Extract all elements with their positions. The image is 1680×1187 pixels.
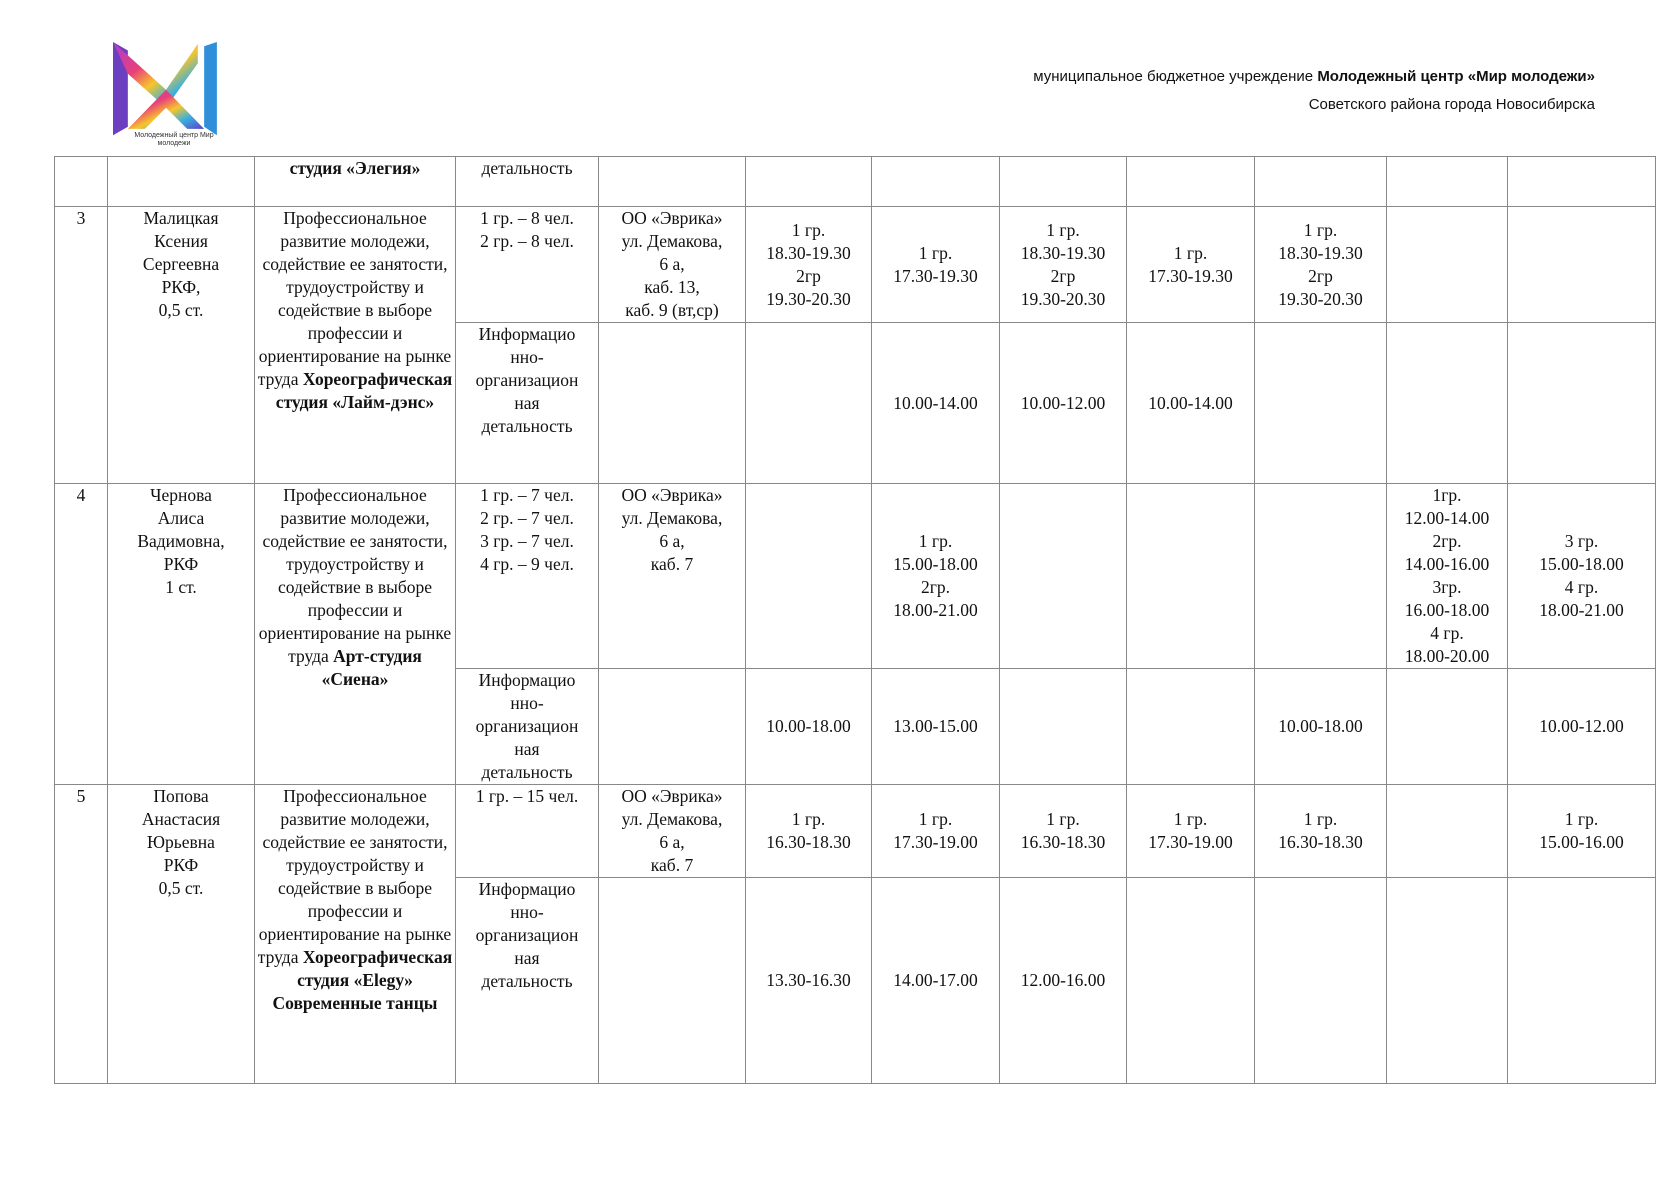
location-cell: [598, 877, 746, 1084]
table-row: 3 Малицкая Ксения Сергеевна РКФ, 0,5 ст. П…: [54, 206, 1656, 484]
time-cell: [1507, 322, 1656, 484]
cell: [999, 156, 1127, 207]
activity-cell: Информацио нно- организацион ная детальн…: [455, 877, 599, 1084]
cell: [745, 156, 872, 207]
row-number: 3: [54, 206, 108, 484]
time-cell: 1гр. 12.00-14.00 2гр. 14.00-16.00 3гр. 1…: [1386, 483, 1508, 669]
studio-cell: студия «Элегия»: [254, 156, 456, 207]
groups-cell: 1 гр. – 15 чел.: [455, 784, 599, 878]
org-title: муниципальное бюджетное учреждение Молод…: [1033, 68, 1595, 85]
time-cell: [1386, 784, 1508, 878]
table-row: 5 Попова Анастасия Юрьевна РКФ 0,5 ст. Про…: [54, 784, 1656, 1084]
time-cell: 1 гр. 16.30-18.30: [745, 784, 872, 878]
activity-cell: Информацио нно- организацион ная детальн…: [455, 668, 599, 785]
time-cell: 10.00-12.00: [999, 322, 1127, 484]
groups-cell: 1 гр. – 7 чел. 2 гр. – 7 чел. 3 гр. – 7 …: [455, 483, 599, 669]
activity-cell: детальность: [455, 156, 599, 207]
table-row: студия «Элегия» детальность: [54, 156, 1656, 207]
org-district: Советского района города Новосибирска: [1308, 96, 1595, 113]
cell: [1507, 156, 1656, 207]
table-row: 4 Чернова Алиса Вадимовна, РКФ 1 ст. Профе…: [54, 483, 1656, 785]
description-cell: Профессиональное развитие молодежи, соде…: [254, 483, 456, 785]
time-cell: 1 гр. 18.30-19.30 2гр 19.30-20.30: [999, 206, 1127, 323]
cell: [1126, 156, 1255, 207]
description-cell: Профессиональное развитие молодежи, соде…: [254, 784, 456, 1084]
description-cell: Профессиональное развитие молодежи, соде…: [254, 206, 456, 484]
time-cell: 12.00-16.00: [999, 877, 1127, 1084]
org-prefix: муниципальное бюджетное учреждение: [1033, 68, 1318, 85]
time-cell: 1 гр. 17.30-19.00: [1126, 784, 1255, 878]
logo: [113, 42, 217, 136]
studio-name: студия «Элегия»: [289, 158, 421, 178]
time-cell: 13.30-16.30: [745, 877, 872, 1084]
time-cell: [999, 483, 1127, 669]
location-cell: ОО «Эврика» ул. Демакова, 6 а, каб. 7: [598, 784, 746, 878]
time-cell: 1 гр. 15.00-18.00 2гр. 18.00-21.00: [871, 483, 1000, 669]
studio-name: Арт-студия «Сиена»: [321, 646, 422, 689]
location-cell: [598, 322, 746, 484]
time-cell: 1 гр. 18.30-19.30 2гр 19.30-20.30: [1254, 206, 1387, 323]
time-cell: [1126, 483, 1255, 669]
time-cell: 1 гр. 16.30-18.30: [999, 784, 1127, 878]
time-cell: [745, 483, 872, 669]
row-number: 4: [54, 483, 108, 785]
org-name: Молодежный центр «Мир молодежи»: [1317, 68, 1595, 85]
time-cell: 1 гр. 17.30-19.30: [1126, 206, 1255, 323]
activity-cell: Информацио нно- организацион ная детальн…: [455, 322, 599, 484]
time-cell: 14.00-17.00: [871, 877, 1000, 1084]
time-cell: [1386, 206, 1508, 323]
description: Профессиональное развитие молодежи, соде…: [258, 485, 452, 666]
time-cell: 1 гр. 15.00-16.00: [1507, 784, 1656, 878]
studio-name: Хореографическая студия «Elegy» Современ…: [272, 947, 453, 1013]
location-cell: ОО «Эврика» ул. Демакова, 6 а, каб. 13, …: [598, 206, 746, 323]
time-cell: 1 гр. 17.30-19.00: [871, 784, 1000, 878]
location-cell: ОО «Эврика» ул. Демакова, 6 а, каб. 7: [598, 483, 746, 669]
time-cell: 10.00-12.00: [1507, 668, 1656, 785]
time-cell: [1126, 877, 1255, 1084]
time-cell: 1 гр. 17.30-19.30: [871, 206, 1000, 323]
time-cell: [1254, 877, 1387, 1084]
cell: [1386, 156, 1508, 207]
description: Профессиональное развитие молодежи, соде…: [257, 786, 452, 967]
time-cell: 13.00-15.00: [871, 668, 1000, 785]
studio-name: Хореографическая студия «Лайм-дэнс»: [275, 369, 453, 412]
table-row: Информацио нно- организацион ная детальн…: [55, 322, 1656, 484]
cell: [54, 156, 108, 207]
time-cell: [745, 322, 872, 484]
location-cell: [598, 668, 746, 785]
table-row: Информацио нно- организацион ная детальн…: [55, 877, 1656, 1084]
time-cell: [1254, 322, 1387, 484]
time-cell: [1507, 206, 1656, 323]
time-cell: [1254, 483, 1387, 669]
description: Профессиональное развитие молодежи, соде…: [257, 208, 452, 389]
time-cell: 3 гр. 15.00-18.00 4 гр. 18.00-21.00: [1507, 483, 1656, 669]
row-number: 5: [54, 784, 108, 1084]
teacher-cell: Попова Анастасия Юрьевна РКФ 0,5 ст.: [107, 784, 255, 1084]
time-cell: 10.00-18.00: [745, 668, 872, 785]
groups-cell: 1 гр. – 8 чел. 2 гр. – 8 чел.: [455, 206, 599, 323]
time-cell: [1507, 877, 1656, 1084]
time-cell: 1 гр. 18.30-19.30 2гр 19.30-20.30: [745, 206, 872, 323]
logo-caption: Молодежный центр Мир молодежи: [134, 132, 214, 147]
time-cell: 10.00-14.00: [871, 322, 1000, 484]
schedule-table: студия «Элегия» детальность 3 Малицкая Ксен…: [54, 156, 1656, 1084]
cell: [871, 156, 1000, 207]
cell: [598, 156, 746, 207]
time-cell: 1 гр. 16.30-18.30: [1254, 784, 1387, 878]
cell: [1254, 156, 1387, 207]
time-cell: 10.00-18.00: [1254, 668, 1387, 785]
time-cell: [1386, 322, 1508, 484]
time-cell: 10.00-14.00: [1126, 322, 1255, 484]
time-cell: [1386, 877, 1508, 1084]
time-cell: [1126, 668, 1255, 785]
time-cell: [999, 668, 1127, 785]
time-cell: [1386, 668, 1508, 785]
teacher-cell: Чернова Алиса Вадимовна, РКФ 1 ст.: [107, 483, 255, 785]
cell: [107, 156, 255, 207]
teacher-cell: Малицкая Ксения Сергеевна РКФ, 0,5 ст.: [107, 206, 255, 484]
